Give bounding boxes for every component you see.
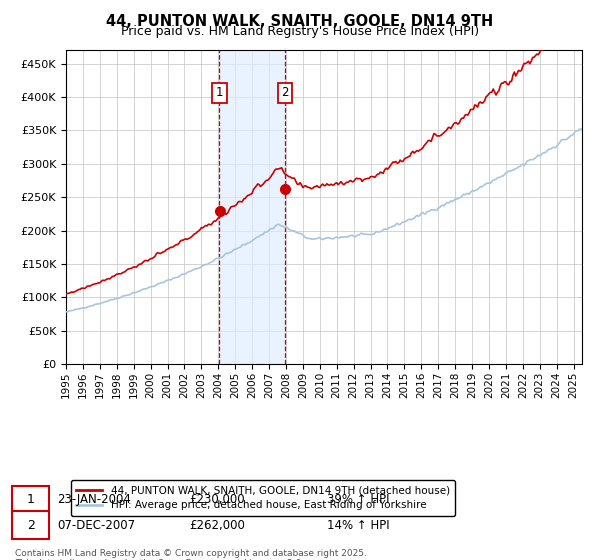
Text: 1: 1 [215,86,223,99]
Bar [220,50,285,364]
Text: 2: 2 [26,519,35,532]
Text: 39% ↑ HPI: 39% ↑ HPI [327,493,389,506]
Text: 07-DEC-2007: 07-DEC-2007 [57,519,135,532]
Text: 1: 1 [26,493,35,506]
Text: 44, PUNTON WALK, SNAITH, GOOLE, DN14 9TH: 44, PUNTON WALK, SNAITH, GOOLE, DN14 9TH [106,14,494,29]
Text: 2: 2 [281,86,289,99]
Text: 23-JAN-2004: 23-JAN-2004 [57,493,131,506]
Legend: 44, PUNTON WALK, SNAITH, GOOLE, DN14 9TH (detached house), HPI: Average price, d: 44, PUNTON WALK, SNAITH, GOOLE, DN14 9TH… [71,480,455,516]
Text: 14% ↑ HPI: 14% ↑ HPI [327,519,389,532]
Text: Price paid vs. HM Land Registry's House Price Index (HPI): Price paid vs. HM Land Registry's House … [121,25,479,38]
Text: £230,000: £230,000 [189,493,245,506]
Text: £262,000: £262,000 [189,519,245,532]
Text: Contains HM Land Registry data © Crown copyright and database right 2025.
This d: Contains HM Land Registry data © Crown c… [15,549,367,560]
